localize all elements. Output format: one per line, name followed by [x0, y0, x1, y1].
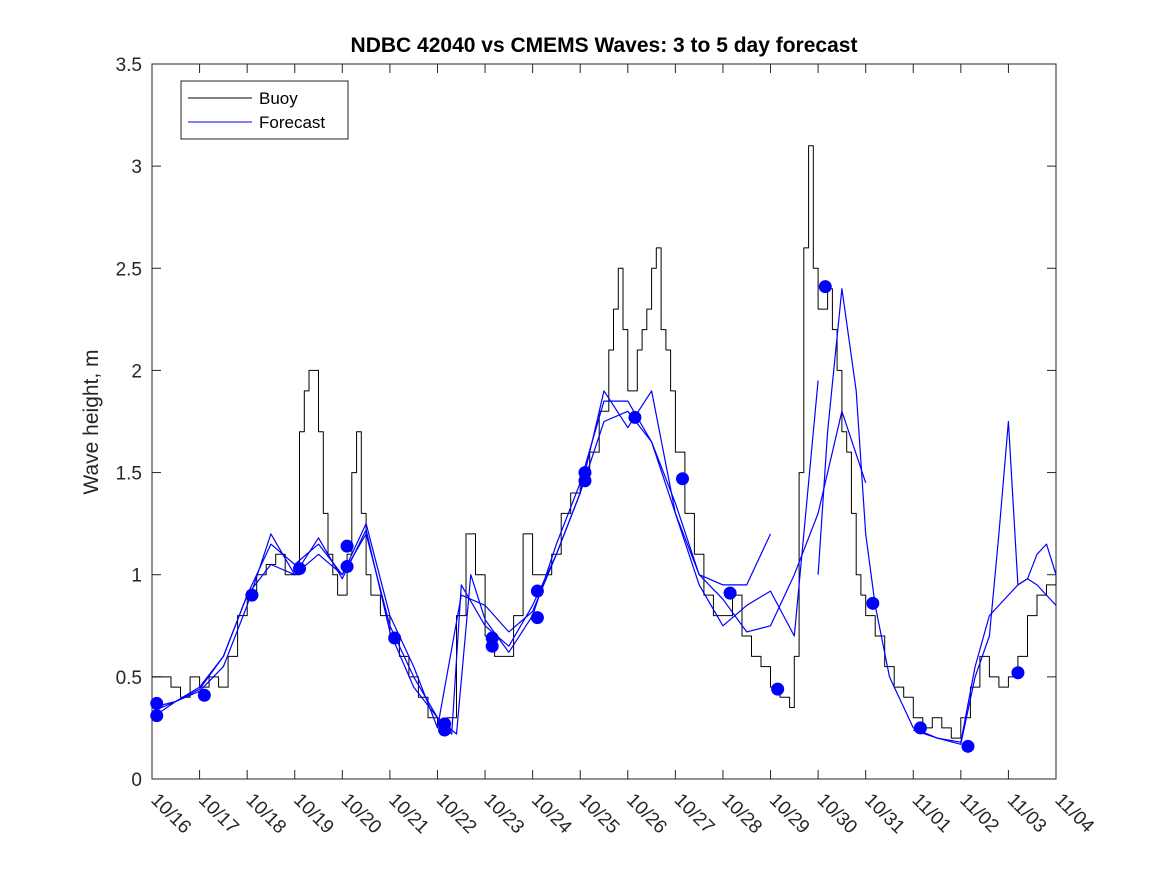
- forecast-marker: [340, 560, 354, 574]
- y-tick-label: 0.5: [116, 668, 142, 689]
- buoy-series-line: [152, 145, 1057, 739]
- y-tick-label: 1: [131, 566, 142, 587]
- forecast-marker: [578, 474, 592, 488]
- forecast-marker: [866, 596, 880, 610]
- forecast-marker: [197, 688, 211, 702]
- forecast-marker: [771, 682, 785, 696]
- y-tick-label: 3.5: [116, 55, 142, 76]
- y-tick-label: 0: [131, 770, 142, 791]
- forecast-series-line: [913, 578, 1057, 743]
- y-tick-label: 2: [131, 361, 142, 382]
- forecast-marker: [340, 539, 354, 553]
- forecast-marker: [628, 410, 642, 424]
- legend-buoy-label: Buoy: [259, 89, 298, 108]
- forecast-series-line: [151, 390, 867, 729]
- forecast-marker: [150, 709, 164, 723]
- forecast-marker: [1011, 666, 1025, 680]
- forecast-marker: [723, 586, 737, 600]
- forecast-marker: [292, 562, 306, 576]
- forecast-marker: [245, 588, 259, 602]
- forecast-series-line: [151, 380, 819, 735]
- legend: Buoy Forecast: [180, 80, 349, 140]
- y-axis-label: Wave height, m: [80, 349, 103, 494]
- forecast-marker: [961, 739, 975, 753]
- legend-forecast-label: Forecast: [259, 113, 325, 132]
- forecast-marker: [530, 611, 544, 625]
- legend-box: [180, 80, 349, 140]
- forecast-marker: [388, 631, 402, 645]
- forecast-marker: [150, 696, 164, 710]
- chart-title: NDBC 42040 vs CMEMS Waves: 3 to 5 day fo…: [351, 34, 858, 57]
- y-tick-label: 3: [131, 157, 142, 178]
- y-axis: 0 0.5 1 1.5 2 2.5 3 3.5: [116, 55, 1056, 791]
- forecast-marker: [676, 472, 690, 486]
- forecast-marker: [913, 721, 927, 735]
- y-tick-label: 2.5: [116, 259, 142, 280]
- forecast-marker: [818, 280, 832, 294]
- forecast-markers: [150, 280, 1025, 753]
- forecast-marker: [485, 639, 499, 653]
- forecast-marker: [438, 723, 452, 737]
- y-tick-label: 1.5: [116, 464, 142, 485]
- series-layer: [151, 145, 1057, 745]
- forecast-marker: [530, 584, 544, 598]
